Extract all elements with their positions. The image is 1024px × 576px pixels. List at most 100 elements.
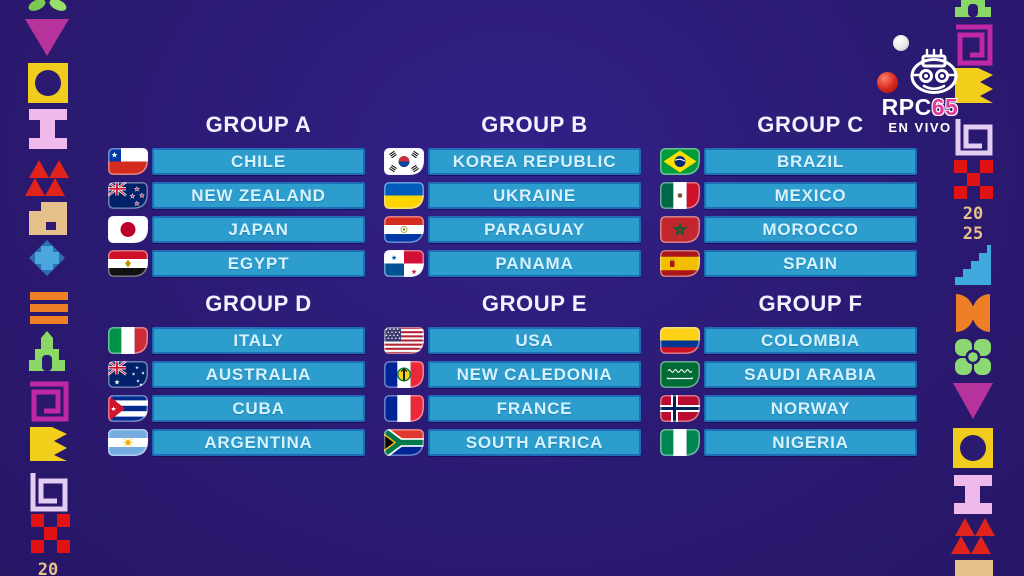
australia-flag-icon: ★★★★★★ bbox=[108, 361, 148, 388]
group-header: GROUP C bbox=[757, 112, 864, 137]
mask-face-icon bbox=[910, 48, 958, 94]
svg-text:★: ★ bbox=[411, 268, 417, 276]
spain-flag-icon bbox=[660, 250, 700, 277]
zigzag-triangles-icon bbox=[951, 518, 995, 554]
team-name: COLOMBIA bbox=[704, 327, 917, 354]
svg-text:★: ★ bbox=[134, 186, 139, 193]
maze-icon bbox=[956, 24, 993, 66]
team-name: JAPAN bbox=[152, 216, 365, 243]
team-name: NIGERIA bbox=[704, 429, 917, 456]
svg-text:★: ★ bbox=[130, 193, 135, 200]
team-name: PARAGUAY bbox=[428, 216, 641, 243]
svg-text:★: ★ bbox=[114, 379, 120, 387]
zigzag-block-icon bbox=[955, 68, 993, 103]
group-header: GROUP F bbox=[758, 291, 863, 316]
left-border-pattern: 20 bbox=[25, 0, 70, 576]
team-row: UKRAINE bbox=[384, 182, 641, 209]
south-africa-flag-icon bbox=[384, 429, 424, 456]
group-header: GROUP A bbox=[205, 112, 312, 137]
year-bottom-label: 25 bbox=[963, 224, 983, 244]
team-row: COLOMBIA bbox=[660, 327, 917, 354]
cuba-flag-icon: ★ bbox=[108, 395, 148, 422]
svg-text:★: ★ bbox=[391, 254, 397, 262]
team-row: USA bbox=[384, 327, 641, 354]
svg-text:★: ★ bbox=[111, 151, 118, 160]
team-row: MEXICO bbox=[660, 182, 917, 209]
group-d: GROUP D ITALY ★★★★★★ AUSTRALIA ★ CUBA AR… bbox=[108, 291, 365, 456]
team-row: EGYPT bbox=[108, 250, 365, 277]
team-name: NORWAY bbox=[704, 395, 917, 422]
staircase-icon bbox=[955, 245, 991, 285]
group-b: GROUP B KOREA REPUBLIC UKRAINE PARAGUAY … bbox=[384, 112, 641, 277]
team-row: FRANCE bbox=[384, 395, 641, 422]
team-row: BRAZIL bbox=[660, 148, 917, 175]
team-row: PARAGUAY bbox=[384, 216, 641, 243]
korea-republic-flag-icon bbox=[384, 148, 424, 175]
channel-name-text: RPC bbox=[881, 94, 932, 120]
team-row: ITALY bbox=[108, 327, 365, 354]
team-row: ARGENTINA bbox=[108, 429, 365, 456]
team-name: ITALY bbox=[152, 327, 365, 354]
stripes-icon bbox=[30, 292, 68, 324]
team-row: ★★★★★★ AUSTRALIA bbox=[108, 361, 365, 388]
group-header: GROUP E bbox=[481, 291, 588, 316]
italy-flag-icon bbox=[108, 327, 148, 354]
group-c: GROUP C BRAZIL MEXICO MOROCCO SPAIN bbox=[660, 112, 917, 277]
team-name: KOREA REPUBLIC bbox=[428, 148, 641, 175]
team-row: NORWAY bbox=[660, 395, 917, 422]
channel-number: 65 bbox=[931, 94, 959, 120]
team-name: AUSTRALIA bbox=[152, 361, 365, 388]
team-row: SOUTH AFRICA bbox=[384, 429, 641, 456]
butterfly-icon bbox=[956, 294, 990, 332]
maze-icon bbox=[30, 381, 69, 422]
japan-flag-icon bbox=[108, 216, 148, 243]
temple-icon bbox=[955, 0, 991, 17]
team-name: CUBA bbox=[152, 395, 365, 422]
right-border-pattern: 20 25 bbox=[951, 0, 995, 576]
nigeria-flag-icon bbox=[660, 429, 700, 456]
team-name: PANAMA bbox=[428, 250, 641, 277]
svg-text:★: ★ bbox=[139, 193, 144, 200]
team-row: ★ CHILE bbox=[108, 148, 365, 175]
team-row: NEW CALEDONIA bbox=[384, 361, 641, 388]
year-top-label: 20 bbox=[963, 204, 983, 224]
team-name: SAUDI ARABIA bbox=[704, 361, 917, 388]
temple-icon bbox=[29, 331, 65, 371]
zigzag-block-icon bbox=[30, 427, 67, 461]
team-name: MEXICO bbox=[704, 182, 917, 209]
team-row: ★ CUBA bbox=[108, 395, 365, 422]
france-flag-icon bbox=[384, 395, 424, 422]
svg-text:★: ★ bbox=[141, 371, 145, 377]
maze-icon bbox=[30, 473, 68, 512]
saudi-arabia-flag-icon bbox=[660, 361, 700, 388]
channel-name: RPC65 bbox=[870, 94, 970, 121]
team-name: FRANCE bbox=[428, 395, 641, 422]
white-ball-icon bbox=[893, 35, 909, 51]
group-header: GROUP B bbox=[481, 112, 588, 137]
svg-text:★: ★ bbox=[111, 405, 117, 413]
svg-text:★: ★ bbox=[135, 365, 139, 371]
maze-icon bbox=[955, 119, 993, 156]
star-icon bbox=[29, 240, 65, 276]
svg-text:★: ★ bbox=[136, 379, 140, 385]
team-name: CHILE bbox=[152, 148, 365, 175]
group-f: GROUP F COLOMBIA SAUDI ARABIA NORWAY NIG… bbox=[660, 291, 917, 456]
norway-flag-icon bbox=[660, 395, 700, 422]
triangle-icon bbox=[25, 19, 69, 56]
brazil-flag-icon bbox=[660, 148, 700, 175]
group-a: GROUP A ★ CHILE ★ ★ ★ ★ NEW ZEALAND JAPAN E… bbox=[108, 112, 365, 277]
red-ball-icon bbox=[877, 72, 898, 93]
flower-icon bbox=[955, 339, 991, 375]
triangle-icon bbox=[953, 383, 993, 419]
svg-text:★: ★ bbox=[131, 372, 135, 378]
team-name: NEW ZEALAND bbox=[152, 182, 365, 209]
team-name: UKRAINE bbox=[428, 182, 641, 209]
team-row: ★ ★ ★ ★ NEW ZEALAND bbox=[108, 182, 365, 209]
colombia-flag-icon bbox=[660, 327, 700, 354]
team-row: SPAIN bbox=[660, 250, 917, 277]
team-name: SPAIN bbox=[704, 250, 917, 277]
team-name: MOROCCO bbox=[704, 216, 917, 243]
egypt-flag-icon bbox=[108, 250, 148, 277]
leaves-icon bbox=[28, 0, 67, 11]
